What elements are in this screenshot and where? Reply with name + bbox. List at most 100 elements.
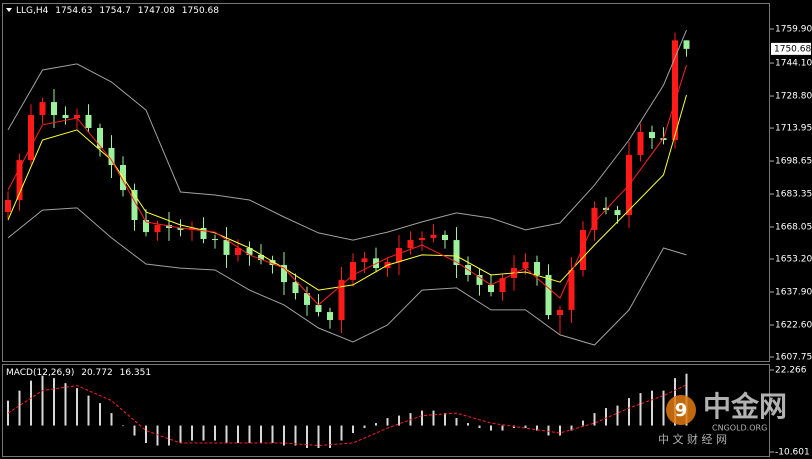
macd-bar	[237, 425, 239, 444]
overlay-line	[7, 207, 687, 346]
macd-bar	[639, 393, 642, 426]
menu-arrow	[6, 8, 12, 12]
candle-body	[499, 277, 506, 293]
watermark-brand: 中金网	[703, 390, 787, 423]
macd-y-tick-label: -10.601	[775, 448, 810, 458]
candle-body	[476, 274, 483, 285]
signal-value: 16.351	[120, 368, 152, 378]
macd-bar	[133, 425, 136, 436]
macd-bar	[547, 425, 550, 436]
overlay-line	[7, 64, 687, 306]
y-tick-label: 1607.75	[775, 352, 812, 362]
macd-bar	[191, 425, 193, 441]
candle-body	[591, 207, 598, 230]
y-tick-label: 1713.95	[775, 124, 812, 134]
candle-body	[108, 148, 115, 166]
macd-bar	[628, 398, 630, 426]
y-tick-label: 1759.90	[775, 25, 812, 35]
candle-body	[442, 234, 448, 241]
candle-body	[407, 240, 414, 249]
candle-body	[557, 309, 563, 316]
candle-body	[16, 160, 23, 200]
macd-bar	[306, 425, 308, 449]
candle-body	[281, 265, 287, 283]
y-tick-label: 1622.60	[775, 320, 812, 330]
candle-body	[396, 248, 402, 263]
candle-body	[580, 229, 586, 271]
macd-bar	[329, 425, 331, 449]
macd-bar	[340, 425, 343, 441]
candle-body	[614, 210, 621, 216]
candle-body	[672, 40, 678, 141]
macd-bar	[432, 410, 435, 426]
macd-bar	[651, 390, 653, 426]
macd-bar	[398, 415, 400, 426]
macd-bar	[501, 425, 504, 431]
candle-body	[361, 258, 368, 263]
macd-bar	[225, 425, 228, 444]
candle-body	[269, 260, 276, 266]
macd-bar	[271, 425, 274, 444]
y-tick-label: 1744.10	[775, 59, 812, 69]
macd-bar	[53, 378, 55, 426]
candle-body	[62, 115, 69, 119]
candle-body	[235, 248, 241, 255]
candle-body	[5, 199, 11, 213]
macd-bar	[421, 410, 423, 426]
candle-body	[223, 240, 230, 255]
macd-bar	[524, 425, 527, 429]
macd-bar	[30, 380, 32, 426]
macd-bar	[156, 425, 159, 446]
candle-body	[304, 293, 310, 305]
y-tick-label: 1637.90	[775, 288, 812, 298]
macd-bar	[76, 388, 78, 426]
watermark-sub: 中 文 财 经 网	[658, 432, 727, 446]
macd-bar	[455, 418, 458, 426]
watermark-logo-mark: 9	[675, 400, 688, 421]
watermark: 9 中金网 CNGOLD.ORG 中 文 财 经 网	[658, 390, 787, 446]
candle-body	[74, 115, 80, 119]
macd-bar	[202, 425, 205, 441]
candle-body	[177, 227, 184, 230]
candle-body	[338, 279, 345, 321]
macd-bar	[593, 413, 596, 426]
chart-header: LLG,H4 1754.63 1754.7 1747.08 1750.68	[16, 6, 219, 16]
y-tick-label: 1683.35	[775, 190, 812, 200]
macd-bar	[179, 425, 182, 444]
macd-bar	[18, 390, 21, 426]
candle-body	[143, 220, 149, 233]
macd-bar	[145, 425, 147, 444]
macd-bar	[478, 425, 481, 429]
macd-bar	[559, 425, 561, 436]
candle-body	[522, 262, 529, 269]
candle-body	[292, 282, 299, 294]
candle-body	[683, 40, 690, 49]
macd-label: MACD(12,26,9)	[6, 368, 74, 378]
watermark-site: CNGOLD.ORG	[712, 424, 767, 433]
macd-panel-frame	[2, 364, 770, 457]
macd-y-tick-label: 22.266	[775, 366, 807, 376]
macd-bar	[99, 403, 101, 426]
y-tick-label: 1698.65	[775, 157, 812, 167]
macd-bar	[168, 425, 170, 446]
macd-bar	[248, 425, 251, 444]
macd-bar	[41, 375, 44, 426]
candle-body	[154, 224, 161, 233]
candle-body	[28, 115, 34, 161]
macd-bar	[490, 425, 492, 431]
symbol: LLG,H4	[16, 6, 49, 16]
candle-body	[327, 312, 333, 321]
candle-body	[212, 238, 218, 241]
candle-body	[39, 102, 46, 116]
candle-body	[419, 237, 425, 241]
candle-body	[534, 262, 540, 275]
candle-body	[545, 274, 552, 316]
macd-bar	[260, 425, 262, 444]
macd-bar	[616, 405, 619, 426]
candle-body	[85, 115, 92, 128]
macd-header: MACD(12,26,9) 20.772 16.351	[6, 368, 151, 378]
macd-bar	[582, 420, 584, 426]
y-tick-label: 1728.80	[775, 92, 812, 102]
